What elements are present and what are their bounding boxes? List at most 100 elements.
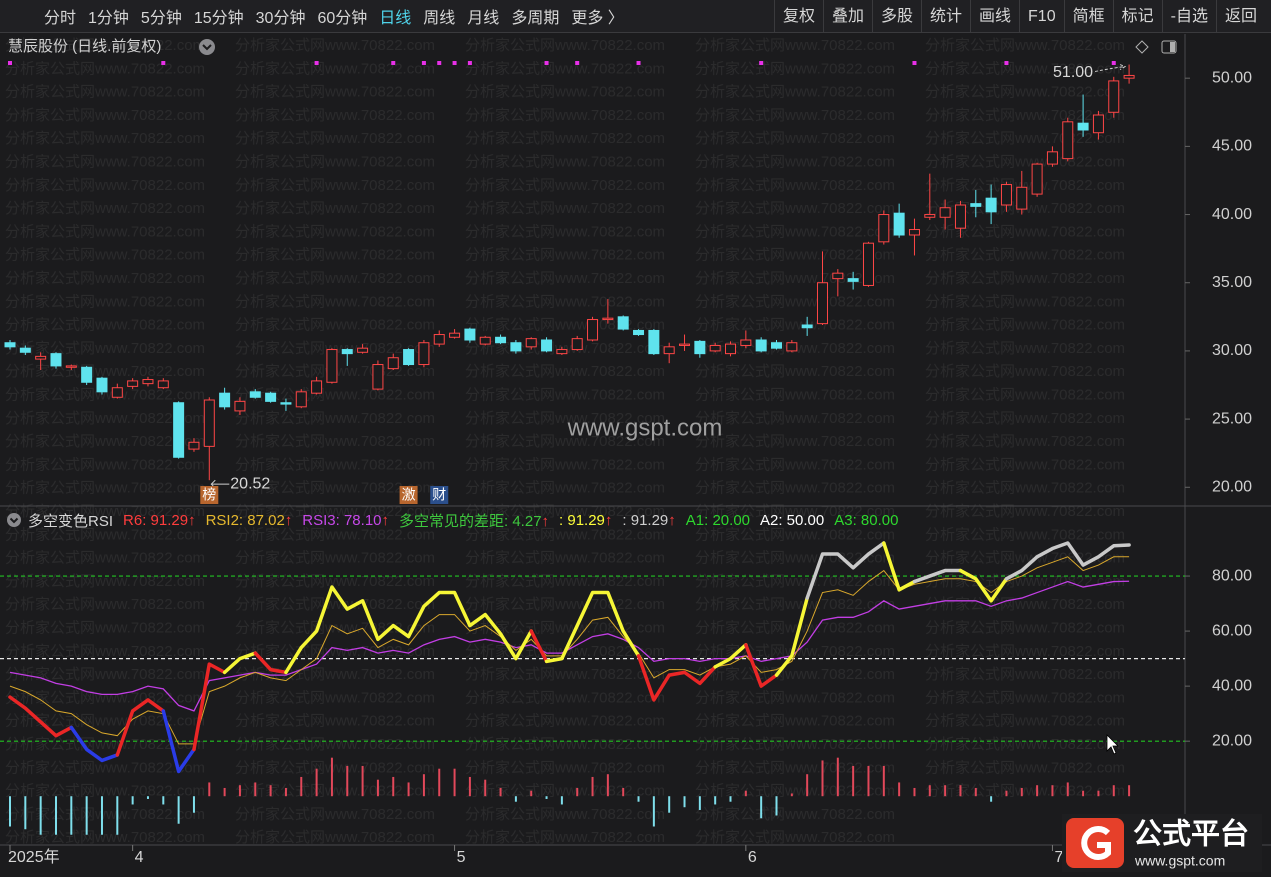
watermark-text: 分析家公式网www.70822.com [235,293,435,310]
legend-text: A1: 20.00 [685,511,750,529]
watermark-text: 分析家公式网www.70822.com [5,363,205,380]
watermark-text: 分析家公式网www.70822.com [5,573,205,590]
toolbar-button[interactable]: -自选 [1161,0,1216,33]
high-marker-label: 51.00 [1053,64,1093,81]
legend-item: A1: 20.00 [686,512,750,529]
period-tab[interactable]: 5分钟 [140,10,182,27]
toolbar-button[interactable]: 简框 [1063,0,1113,33]
watermark-text: 分析家公式网www.70822.com [925,223,1125,240]
watermark-text: 分析家公式网www.70822.com [695,270,895,287]
watermark-text: 分析家公式网www.70822.com [695,200,895,217]
watermark-text: 分析家公式网www.70822.com [465,829,665,846]
watermark-text: 分析家公式网www.70822.com [695,759,895,776]
watermark-text: 分析家公式网www.70822.com [925,130,1125,147]
candle-body [617,316,629,330]
toolbar-button[interactable]: 返回 [1215,0,1265,33]
watermark-text: 分析家公式网www.70822.com [695,153,895,170]
watermark-text: 分析家公式网www.70822.com [235,433,435,450]
watermark-text: 分析家公式网www.70822.com [5,550,205,567]
title-menu-icon[interactable] [199,39,215,55]
candle-body [203,399,215,447]
legend-text: 多空常见的差距: 4.27 [399,512,542,530]
candle-body [4,342,16,348]
candle-body [111,387,123,398]
site-watermark: www.gspt.com [567,414,723,441]
candle-body [587,319,599,341]
candle-body [418,342,430,366]
toolbar-button[interactable]: F10 [1019,0,1064,33]
candle-body [893,212,905,236]
indicator-menu-icon[interactable] [7,513,21,527]
watermark-text: 分析家公式网www.70822.com [925,177,1125,194]
candle-body [479,336,491,345]
candle-body [387,357,399,370]
watermark-text: 分析家公式网www.70822.com [465,526,665,543]
watermark-text: 分析家公式网www.70822.com [695,107,895,124]
watermark-text: 分析家公式网www.70822.com [5,503,205,520]
watermark-text: 分析家公式网www.70822.com [465,666,665,683]
toolbar-button[interactable]: 标记 [1112,0,1162,33]
period-tab[interactable]: 15分钟 [193,10,244,27]
candle-body [541,339,553,352]
toolbar-button[interactable]: 叠加 [822,0,872,33]
watermark-text: 分析家公式网www.70822.com [925,60,1125,77]
period-tab[interactable]: 更多 〉 [571,10,624,27]
watermark-text: 分析家公式网www.70822.com [5,410,205,427]
watermark-text: 分析家公式网www.70822.com [235,130,435,147]
watermark-text: 分析家公式网www.70822.com [465,223,665,240]
period-tab[interactable]: 60分钟 [317,10,368,27]
watermark-text: 分析家公式网www.70822.com [235,107,435,124]
watermark-text: 分析家公式网www.70822.com [5,293,205,310]
watermark-text: 分析家公式网www.70822.com [925,526,1125,543]
watermark-text: 分析家公式网www.70822.com [465,619,665,636]
toolbar-button[interactable]: 统计 [921,0,970,33]
watermark-text: 分析家公式网www.70822.com [235,689,435,706]
watermark-text: 分析家公式网www.70822.com [5,689,205,706]
legend-text: A2: 50.00 [760,511,825,529]
candle-body [1077,122,1089,131]
candle-body [295,391,307,408]
toolbar-button[interactable]: 画线 [970,0,1019,33]
watermark-text: 分析家公式网www.70822.com [5,526,205,543]
watermark-text: 分析家公式网www.70822.com [5,480,205,497]
period-tab[interactable]: 分时 [44,10,77,27]
candle-body [341,349,353,355]
period-tab[interactable]: 周线 [423,10,456,27]
panel-icon[interactable] [1161,40,1177,54]
watermark-text: 分析家公式网www.70822.com [695,84,895,101]
candle-body [694,340,706,355]
candle-body [188,441,200,450]
toolbar-button[interactable]: 复权 [773,0,823,33]
watermark-text: 分析家公式网www.70822.com [925,270,1125,287]
candle-body [985,197,997,213]
watermark-text: 分析家公式网www.70822.com [465,713,665,730]
period-tab[interactable]: 30分钟 [255,10,306,27]
watermark-text: 分析家公式网www.70822.com [5,60,205,77]
watermark-text: 分析家公式网www.70822.com [695,363,895,380]
watermark-text: 分析家公式网www.70822.com [465,247,665,264]
watermark-text: 分析家公式网www.70822.com [5,713,205,730]
toolbar-button[interactable]: 多股 [871,0,921,33]
watermark-text: 分析家公式网www.70822.com [925,713,1125,730]
watermark-text: 分析家公式网www.70822.com [925,759,1125,776]
candle-body [1000,184,1012,206]
watermark-text: 分析家公式网www.70822.com [695,666,895,683]
watermark-text: 分析家公式网www.70822.com [465,177,665,194]
rsi-main-line [636,654,717,702]
candle-body [433,334,445,345]
watermark-text: 分析家公式网www.70822.com [5,177,205,194]
y-tick-label: 40.00 [1212,206,1252,223]
candle-body [35,355,47,360]
toolbar-buttons: 复权 叠加 多股 统计 画线 F10 简框 标记 -自选 返回 [773,0,1265,33]
diamond-icon[interactable] [1135,40,1149,54]
signal-dot [391,61,396,65]
period-tab[interactable]: 1分钟 [88,10,129,27]
watermark-text: 分析家公式网www.70822.com [465,37,665,54]
watermark-text: 分析家公式网www.70822.com [235,643,435,660]
legend-arrow: ↑ [668,511,676,529]
candle-body [249,391,261,398]
period-tab[interactable]: 多周期 [511,10,560,27]
period-tab[interactable]: 月线 [467,10,500,27]
period-tab[interactable]: 日线 [379,10,412,27]
